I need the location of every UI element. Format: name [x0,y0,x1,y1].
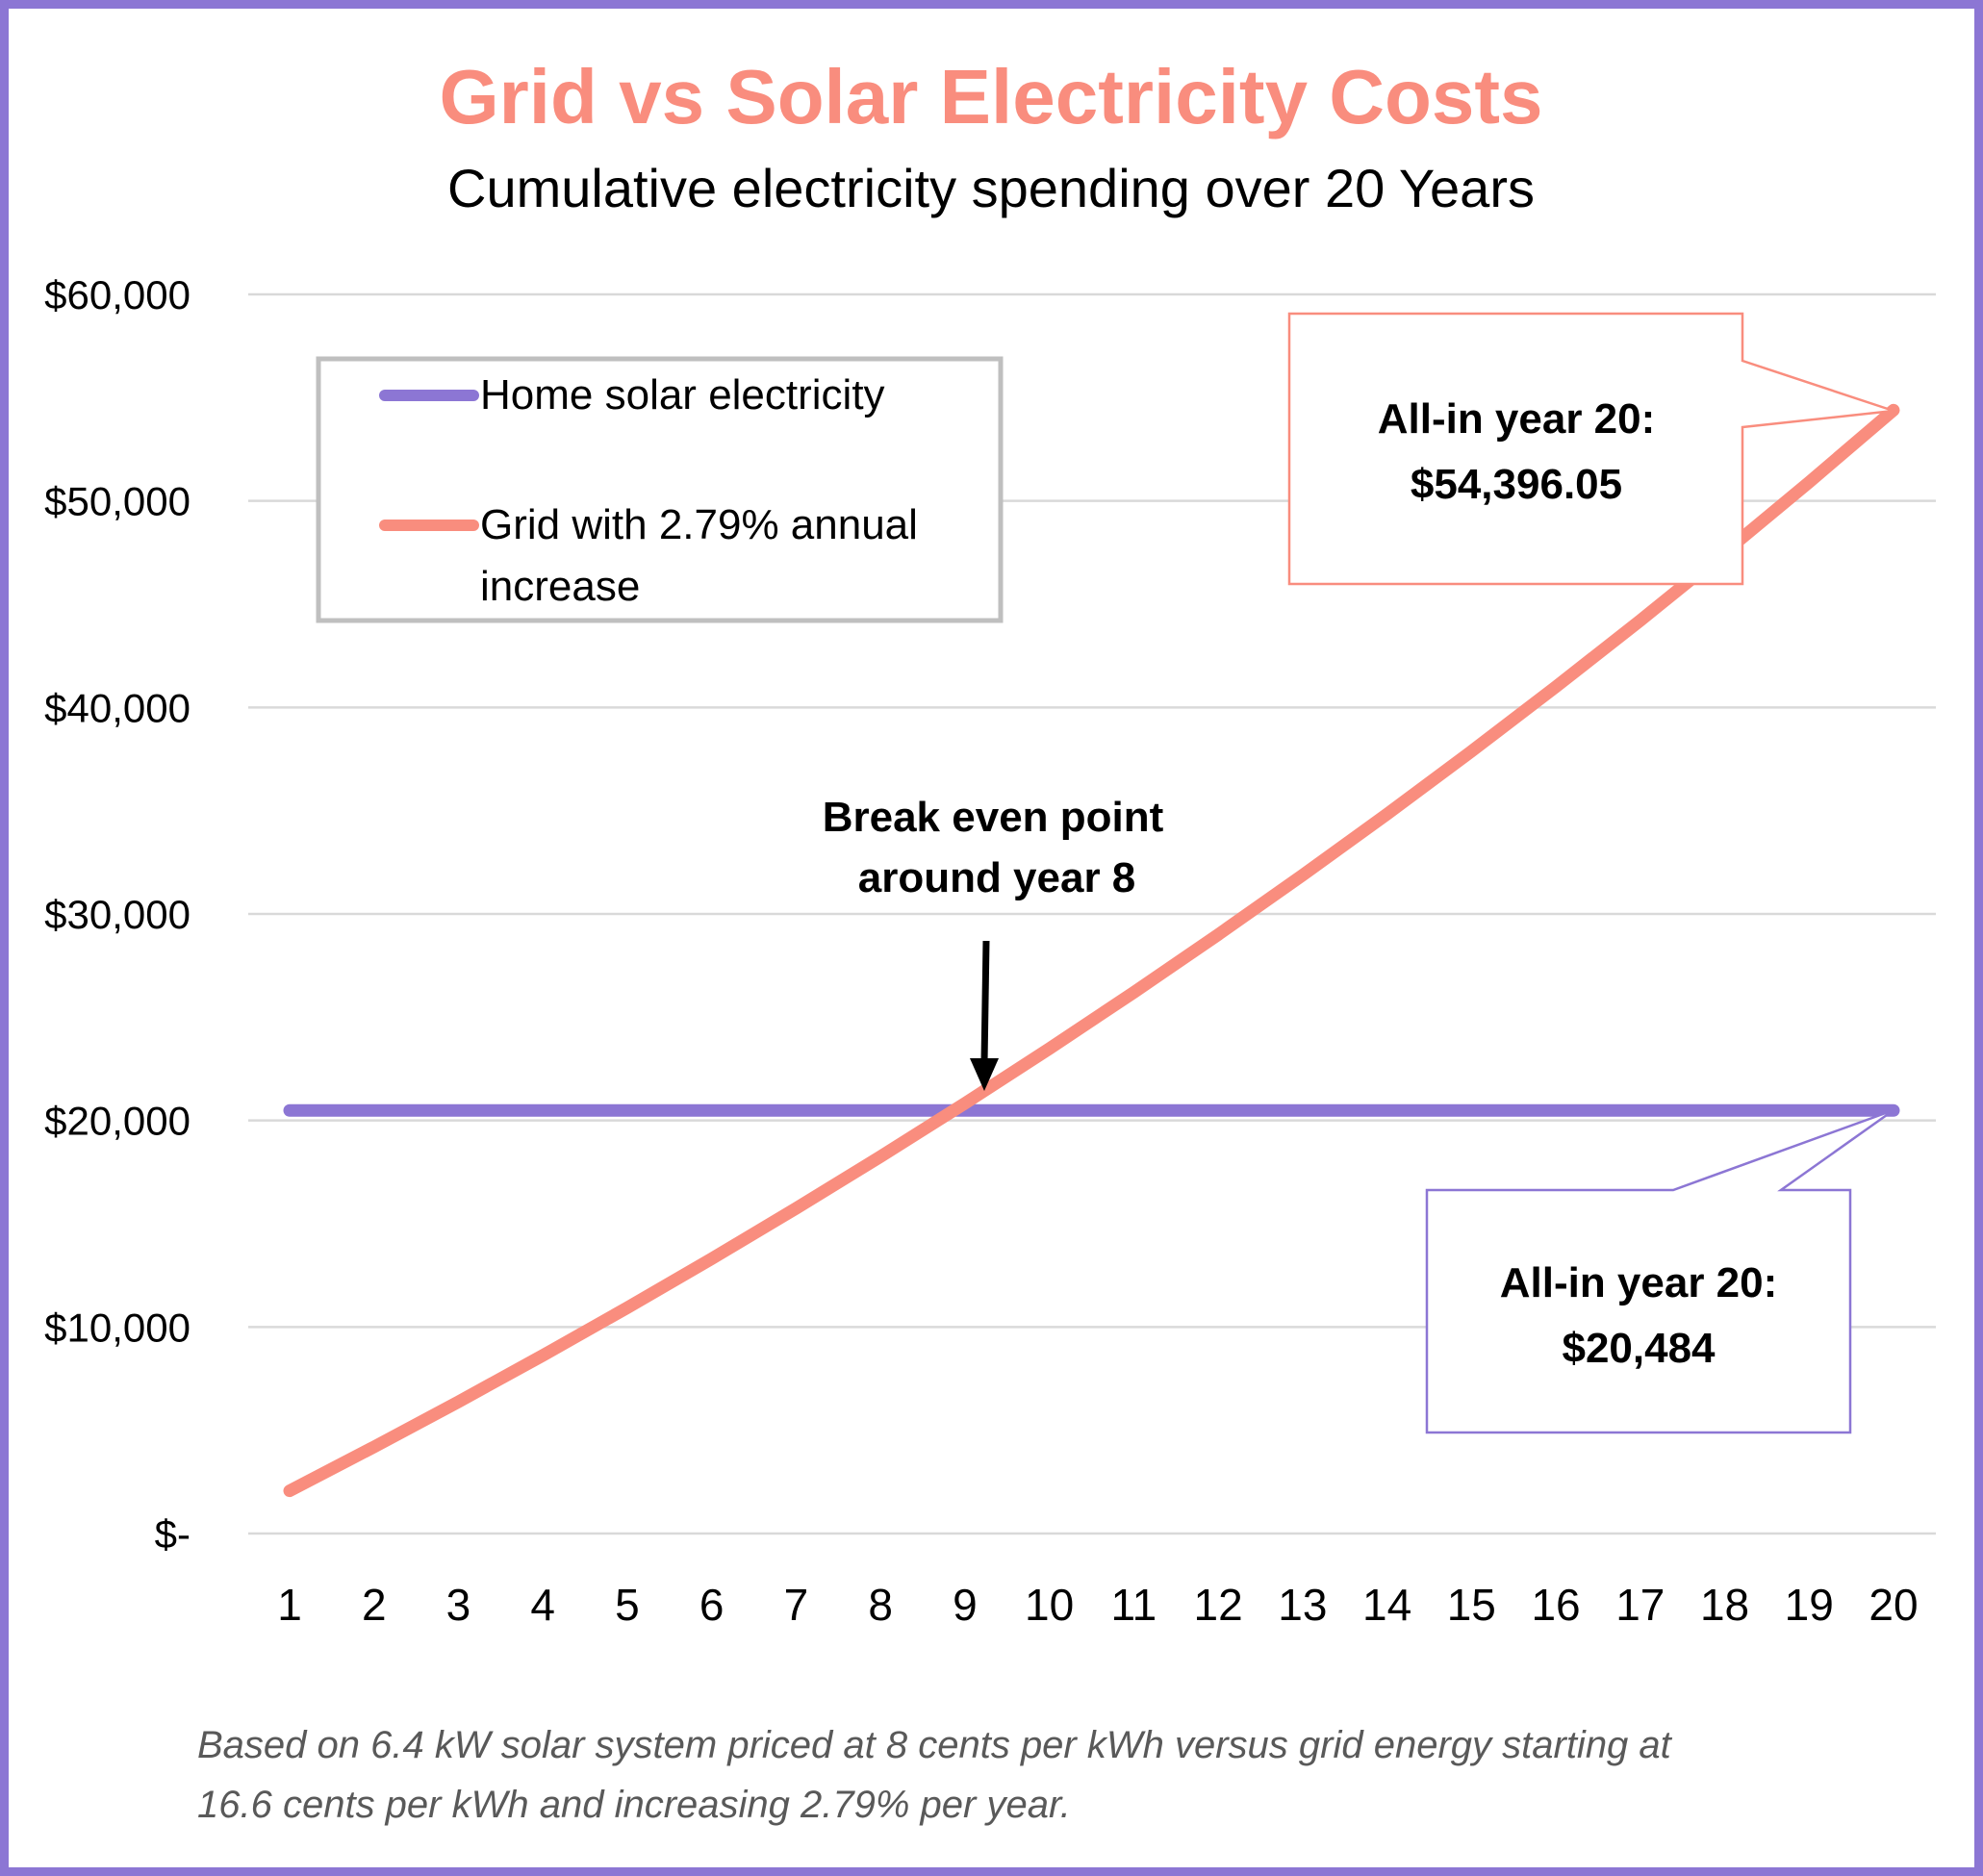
break-even-arrow-shaft [980,940,990,1064]
x-tick-label: 17 [1615,1580,1665,1630]
legend-box [316,356,1004,623]
x-tick-label: 7 [784,1580,809,1630]
x-tick-label: 12 [1194,1580,1243,1630]
x-tick-label: 4 [530,1580,555,1630]
x-tick-label: 10 [1025,1580,1074,1630]
callout-grid-box [1287,312,1894,586]
y-tick-label: $20,000 [44,1099,191,1144]
legend: Home solar electricity Grid with 2.79% a… [316,356,1004,623]
x-tick-label: 2 [362,1580,387,1630]
break-even-arrow-head [970,1058,999,1091]
x-tick-label: 5 [615,1580,640,1630]
callout-solar-box [1425,1108,1894,1434]
y-tick-label: $50,000 [44,479,191,524]
chart-subtitle: Cumulative electricity spending over 20 … [447,158,1535,218]
x-tick-label: 8 [868,1580,893,1630]
legend-label-solar: Home solar electricity [480,371,885,418]
footnote-line1: Based on 6.4 kW solar system priced at 8… [197,1724,1673,1766]
x-tick-label: 20 [1869,1580,1918,1630]
chart-title: Grid vs Solar Electricity Costs [439,54,1542,139]
y-tick-label: $40,000 [44,685,191,730]
callout-grid-line2: $54,396.05 [1411,461,1622,508]
legend-label-grid-1: Grid with 2.79% annual [480,501,918,548]
callout-grid: All-in year 20: $54,396.05 [1287,312,1894,586]
series-line-grid [283,403,1900,1498]
break-even-line1: Break even point [823,794,1164,841]
x-tick-label: 15 [1447,1580,1496,1630]
y-tick-label: $30,000 [44,892,191,937]
x-tick-label: 13 [1278,1580,1327,1630]
x-tick-label: 1 [277,1580,302,1630]
footnote-line2: 16.6 cents per kWh and increasing 2.79% … [197,1784,1071,1826]
x-tick-label: 11 [1110,1580,1157,1630]
break-even-line2: around year 8 [858,854,1136,901]
x-tick-label: 18 [1700,1580,1749,1630]
legend-label-grid-2: increase [480,563,640,610]
x-tick-label: 6 [699,1580,725,1630]
x-tick-label: 19 [1785,1580,1834,1630]
callout-solar-line2: $20,484 [1562,1325,1716,1372]
y-tick-label: $60,000 [44,272,191,317]
y-tick-label: $- [155,1511,191,1557]
callout-grid-line1: All-in year 20: [1378,395,1656,443]
y-tick-label: $10,000 [44,1305,191,1350]
x-tick-label: 3 [446,1580,471,1630]
break-even-annotation: Break even point around year 8 [823,794,1164,1091]
x-tick-label: 14 [1362,1580,1411,1630]
callout-solar: All-in year 20: $20,484 [1425,1108,1894,1434]
x-tick-label: 9 [953,1580,978,1630]
x-tick-label: 16 [1531,1580,1580,1630]
callout-solar-line1: All-in year 20: [1500,1259,1778,1306]
